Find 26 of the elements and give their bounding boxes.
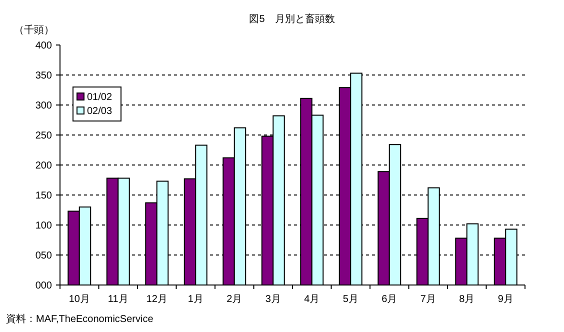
legend-label: 01/02 bbox=[87, 92, 112, 103]
y-tick-label: 300 bbox=[35, 100, 52, 112]
x-tick-label: 12月 bbox=[146, 294, 168, 305]
x-tick-label: 2月 bbox=[226, 294, 242, 305]
y-tick-label: 250 bbox=[35, 130, 52, 142]
y-tick-label: 000 bbox=[35, 280, 52, 292]
x-tick-label: 3月 bbox=[265, 294, 281, 305]
y-tick-label: 350 bbox=[35, 70, 52, 82]
x-tick-label: 9月 bbox=[498, 294, 514, 305]
x-tick-label: 4月 bbox=[304, 294, 320, 305]
x-tick-label: 11月 bbox=[108, 294, 128, 305]
y-tick-label: 150 bbox=[35, 190, 52, 202]
y-tick-label: 400 bbox=[35, 40, 52, 52]
y-tick-label: 050 bbox=[35, 250, 52, 262]
y-axis-title: （千頭） bbox=[14, 24, 54, 36]
x-tick-label: 8月 bbox=[459, 294, 475, 305]
text: 資料：MAF,TheEconomicService bbox=[6, 313, 154, 325]
y-tick-label: 200 bbox=[35, 160, 52, 172]
y-tick-label: 100 bbox=[35, 220, 52, 232]
x-tick-label: 7月 bbox=[420, 294, 436, 305]
x-tick-label: 10月 bbox=[68, 294, 90, 305]
x-tick-label: 5月 bbox=[342, 294, 358, 305]
x-tick-label: 1月 bbox=[188, 294, 204, 305]
x-tick-label: 6月 bbox=[382, 294, 398, 305]
chart-title: 図5 月別と畜頭数 bbox=[249, 13, 335, 25]
legend-label: 02/03 bbox=[87, 106, 112, 117]
